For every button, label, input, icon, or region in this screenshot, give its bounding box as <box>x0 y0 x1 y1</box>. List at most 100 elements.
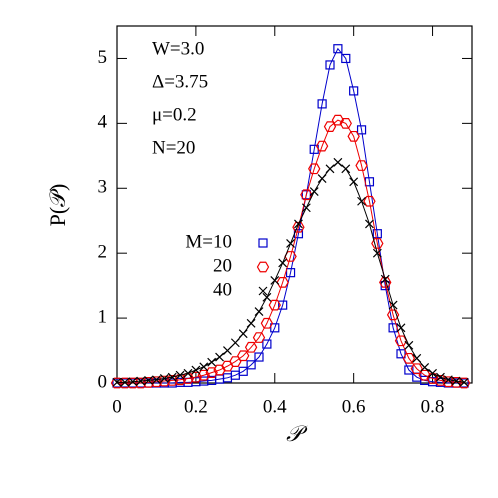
marker <box>394 335 408 347</box>
annotation: N=20 <box>152 137 195 158</box>
x-axis-label: 𝒫 <box>286 421 308 446</box>
plot-frame <box>116 25 473 384</box>
marker <box>252 332 266 343</box>
marker <box>260 317 274 329</box>
marker <box>347 130 360 142</box>
marker <box>181 373 195 384</box>
marker <box>333 157 343 167</box>
annotation: W=3.0 <box>152 38 204 59</box>
marker <box>244 341 258 353</box>
marker <box>372 248 382 258</box>
marker <box>356 125 367 135</box>
marker <box>426 373 439 384</box>
marker <box>436 372 445 382</box>
marker <box>451 376 461 386</box>
marker <box>254 352 264 362</box>
marker <box>110 377 124 389</box>
marker <box>197 369 210 381</box>
marker <box>341 164 351 174</box>
marker <box>372 229 382 239</box>
marker <box>238 329 248 339</box>
marker <box>237 350 250 362</box>
marker <box>349 86 359 96</box>
marker <box>254 307 264 317</box>
marker <box>285 268 296 278</box>
y-tick-label: 2 <box>98 242 108 263</box>
marker <box>292 221 305 233</box>
marker <box>207 357 217 367</box>
y-tick-label: 1 <box>98 306 108 327</box>
marker <box>386 309 400 321</box>
series-line <box>117 47 465 384</box>
annotation: μ=0.2 <box>152 104 197 125</box>
annotation: Δ=3.75 <box>152 71 208 92</box>
marker <box>396 349 406 359</box>
marker <box>152 375 161 385</box>
marker <box>167 372 177 382</box>
marker <box>120 377 130 387</box>
marker <box>325 60 335 70</box>
marker <box>246 318 256 328</box>
marker <box>325 164 335 174</box>
legend-marker <box>258 238 268 248</box>
marker <box>246 360 256 370</box>
marker <box>270 276 280 285</box>
legend-label: 40 <box>213 279 232 300</box>
marker <box>278 300 288 310</box>
x-tick-label: 0.6 <box>342 396 366 417</box>
y-tick-label: 5 <box>98 47 108 68</box>
marker <box>339 118 352 129</box>
marker <box>317 99 327 109</box>
marker <box>262 292 272 302</box>
marker <box>118 377 132 389</box>
marker <box>268 299 281 311</box>
marker <box>355 160 368 171</box>
marker <box>388 300 398 310</box>
marker <box>309 187 319 196</box>
marker <box>144 375 153 385</box>
legend-label: 20 <box>213 255 232 276</box>
legend-marker <box>258 286 268 296</box>
marker <box>349 177 359 187</box>
marker <box>262 339 272 349</box>
marker <box>402 352 416 364</box>
marker <box>230 338 240 348</box>
marker <box>341 53 351 64</box>
marker <box>357 196 366 206</box>
x-tick-label: 0.2 <box>184 396 208 417</box>
marker <box>294 219 303 229</box>
legend-marker <box>256 261 270 273</box>
marker <box>317 174 327 183</box>
marker <box>428 368 437 378</box>
marker <box>300 189 313 201</box>
y-tick-label: 0 <box>98 371 108 392</box>
marker <box>404 340 414 350</box>
marker <box>183 368 193 378</box>
marker <box>223 346 232 355</box>
marker <box>434 375 447 386</box>
marker <box>128 377 138 387</box>
marker <box>315 140 329 152</box>
marker <box>199 362 209 372</box>
marker <box>380 274 390 284</box>
marker <box>270 323 280 333</box>
marker <box>191 365 201 375</box>
x-tick-label: 0 <box>112 396 122 417</box>
marker <box>205 367 218 378</box>
marker <box>333 44 343 54</box>
y-axis-label: P(𝒫) <box>45 184 70 227</box>
marker <box>443 375 453 385</box>
marker <box>278 258 288 268</box>
marker <box>238 366 248 376</box>
x-tick-label: 0.8 <box>421 396 445 417</box>
marker <box>371 238 384 249</box>
marker <box>136 376 146 386</box>
marker <box>396 323 406 333</box>
y-tick-label: 4 <box>98 112 108 133</box>
x-tick-label: 0.4 <box>263 396 287 417</box>
marker <box>215 352 224 362</box>
legend-label: M=10 <box>185 231 232 252</box>
marker <box>286 239 295 248</box>
marker <box>112 377 122 387</box>
